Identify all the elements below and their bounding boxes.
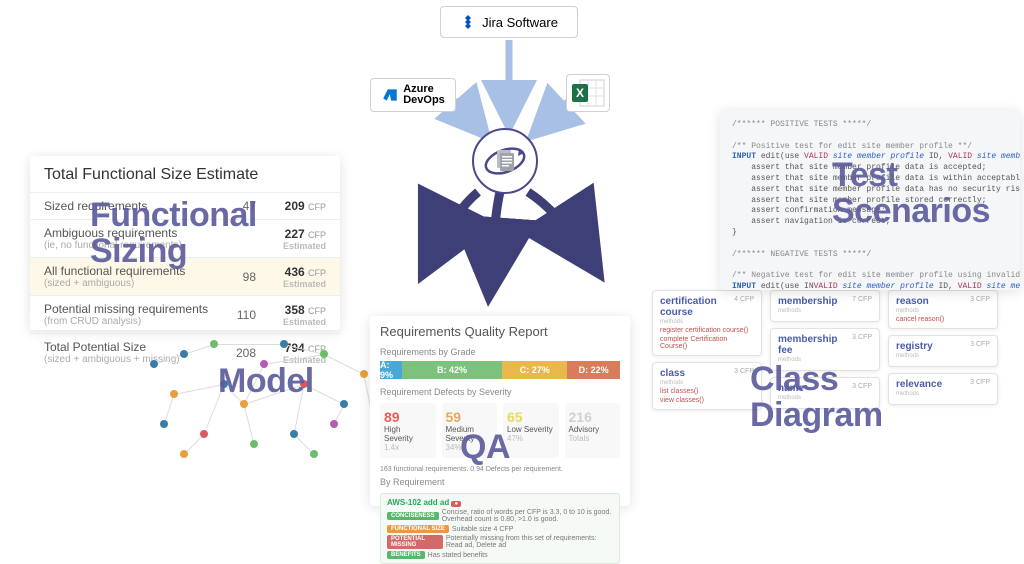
grade-segment: B: 42% <box>402 361 503 379</box>
class-card: 3 CFPreasonmethodscancel reason() <box>888 290 998 329</box>
qa-title: Requirements Quality Report <box>370 316 630 345</box>
source-jira: Jira Software <box>440 6 578 38</box>
class-card: 7 CFPmembershipmethods <box>770 290 880 322</box>
grade-segment: C: 27% <box>502 361 567 379</box>
qa-report-card: Requirements Quality Report Requirements… <box>370 316 630 506</box>
severity-box: 216AdvisoryTotals <box>565 403 621 458</box>
class-card: 3 CFPregistrymethods <box>888 335 998 367</box>
class-card: 3 CFPclassmethodslist classes()view clas… <box>652 362 762 410</box>
label-model: Model <box>218 364 314 400</box>
processor-hub <box>472 128 538 194</box>
class-card: 3 CFPrelevancemethods <box>888 373 998 405</box>
label-functional-sizing: FunctionalSizing <box>90 198 257 269</box>
label-test-scenarios: TestScenarios <box>832 158 990 229</box>
grade-segment: D: 22% <box>567 361 620 379</box>
svg-text:X: X <box>576 86 584 100</box>
source-azure-devops: AzureDevOps <box>370 78 456 112</box>
severity-box: 65Low Severity47% <box>503 403 559 458</box>
grade-segment: A: 9% <box>380 361 402 379</box>
azure-label: AzureDevOps <box>403 84 445 106</box>
severity-box: 89High Severity1.4x <box>380 403 436 458</box>
class-card: 4 CFPcertification coursemethodsregister… <box>652 290 762 356</box>
source-excel: X <box>566 74 610 112</box>
label-class-diagram: ClassDiagram <box>750 362 883 433</box>
jira-label: Jira Software <box>482 15 558 30</box>
fs-title: Total Functional Size Estimate <box>30 156 340 192</box>
label-qa: QA <box>460 430 510 466</box>
